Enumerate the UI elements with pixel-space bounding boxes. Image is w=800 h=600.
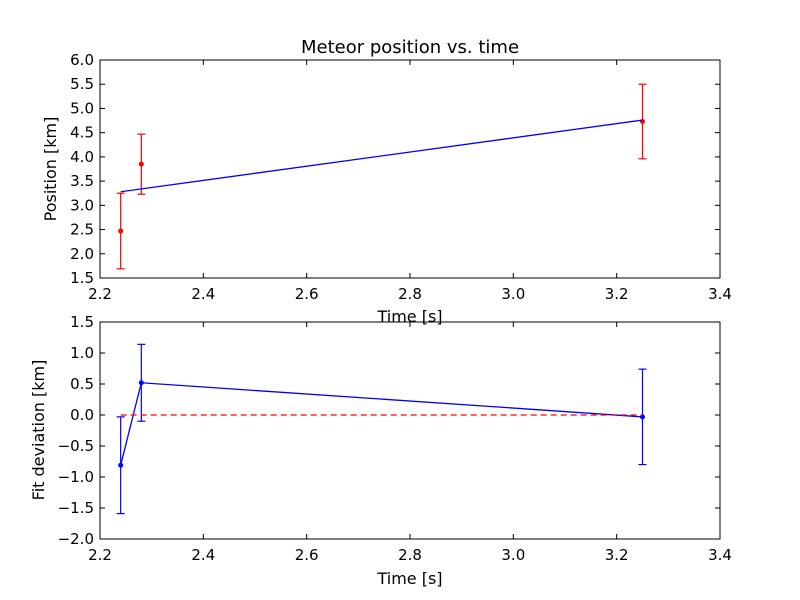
- y-tick-label: 2.5: [70, 221, 94, 239]
- x-tick-label: 3.4: [708, 285, 732, 303]
- y-tick-label: −1.5: [58, 499, 94, 517]
- y-tick-label: 1.0: [70, 344, 94, 362]
- x-tick-label: 2.4: [191, 285, 215, 303]
- y-tick-label: 3.0: [70, 196, 94, 214]
- y-tick-label: −1.0: [58, 468, 94, 486]
- data-point: [118, 462, 124, 468]
- y-tick-label: 3.5: [70, 172, 94, 190]
- y-tick-label: 4.5: [70, 124, 94, 142]
- x-axis-label: Time [s]: [376, 569, 442, 588]
- y-tick-label: 6.0: [70, 51, 94, 69]
- data-point: [138, 380, 144, 386]
- y-tick-label: 0.0: [70, 406, 94, 424]
- y-axis-label: Position [km]: [41, 117, 60, 222]
- deviation-subplot: Time [s] Fit deviation [km] 2.2 2.4 2.6 2.8…: [29, 313, 732, 588]
- x-tick-label: 2.8: [398, 546, 422, 564]
- data-series: [116, 83, 647, 270]
- chart-title: Meteor position vs. time: [301, 37, 519, 58]
- x-tick-label: 2.8: [398, 285, 422, 303]
- position-subplot: Meteor position vs. time Time [s] Positi…: [41, 37, 732, 326]
- x-tick-label: 3.0: [501, 285, 525, 303]
- x-tick-label: 2.2: [88, 546, 112, 564]
- y-tick-label: −0.5: [58, 437, 94, 455]
- data-point: [138, 161, 144, 167]
- y-tick-label: 2.0: [70, 245, 94, 263]
- plot-frame: [99, 321, 721, 540]
- y-axis-label: Fit deviation [km]: [29, 360, 48, 501]
- plot-frame: [99, 59, 721, 279]
- axis-ticks: 2.2 2.4 2.6 2.8 3.0 3.2 3.4 −2.0 −1.5 −1.0 −0.5 0.0…: [58, 313, 732, 564]
- data-point: [118, 228, 124, 234]
- x-tick-label: 2.2: [88, 285, 112, 303]
- y-tick-label: 1.5: [70, 313, 94, 331]
- y-tick-label: 4.0: [70, 148, 94, 166]
- series-line: [120, 119, 643, 193]
- x-tick-label: 2.4: [191, 546, 215, 564]
- x-tick-label: 3.4: [708, 546, 732, 564]
- x-tick-label: 3.2: [605, 546, 629, 564]
- x-tick-label: 2.6: [295, 546, 319, 564]
- y-tick-label: 5.0: [70, 99, 94, 117]
- x-tick-label: 3.0: [501, 546, 525, 564]
- axis-ticks: 2.2 2.4 2.6 2.8 3.0 3.2 3.4 1.5 2.0 2.5 3.0 3.5 4.0 4…: [70, 51, 732, 303]
- y-tick-label: 0.5: [70, 375, 94, 393]
- x-tick-label: 2.6: [295, 285, 319, 303]
- x-tick-label: 3.2: [605, 285, 629, 303]
- y-tick-label: −2.0: [58, 530, 94, 548]
- y-tick-label: 5.5: [70, 75, 94, 93]
- data-series: [116, 343, 647, 515]
- x-axis-label: Time [s]: [376, 307, 442, 326]
- y-tick-label: 1.5: [70, 269, 94, 287]
